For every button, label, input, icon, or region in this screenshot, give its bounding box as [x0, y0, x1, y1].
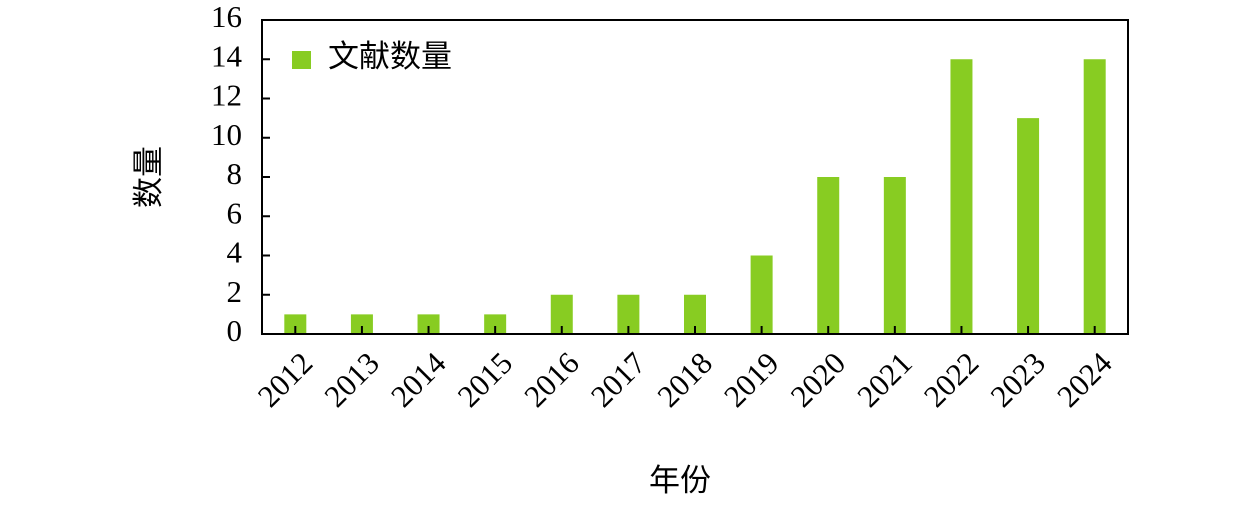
x-tick-label: 2021 — [850, 345, 919, 414]
legend-swatch — [292, 51, 311, 69]
bar — [484, 314, 507, 334]
x-tick-label: 2015 — [451, 345, 520, 414]
x-tick-label: 2023 — [983, 345, 1052, 414]
x-tick-label: 2020 — [784, 345, 853, 414]
y-tick-label: 14 — [211, 38, 243, 73]
bar — [417, 314, 440, 334]
x-tick-label: 2019 — [717, 345, 786, 414]
x-tick-label: 2012 — [251, 345, 320, 414]
y-tick-label: 10 — [211, 117, 242, 152]
bar — [550, 294, 573, 334]
bar — [684, 294, 706, 334]
x-tick-label: 2013 — [317, 345, 386, 414]
y-tick-label: 6 — [227, 195, 243, 230]
bar — [350, 314, 373, 334]
plot-frame — [261, 19, 1129, 335]
x-tick-label: 2024 — [1050, 345, 1119, 414]
x-tick-label: 2022 — [917, 345, 986, 414]
x-axis-label: 年份 — [649, 463, 711, 498]
x-tick-label: 2014 — [384, 345, 453, 414]
bar — [617, 294, 640, 334]
y-tick-label: 0 — [227, 313, 243, 348]
y-axis-label: 数量 — [131, 146, 166, 208]
bar — [817, 177, 840, 334]
bar — [284, 314, 307, 334]
y-tick-label: 16 — [211, 0, 242, 34]
bar — [883, 177, 906, 334]
bar — [1083, 59, 1106, 334]
y-tick-label: 4 — [227, 235, 243, 270]
x-tick-label: 2018 — [650, 345, 719, 414]
y-tick-label: 2 — [227, 274, 243, 309]
bar — [750, 255, 773, 334]
bar — [1017, 118, 1040, 334]
y-tick-label: 8 — [227, 156, 243, 191]
x-tick-label: 2017 — [584, 345, 653, 414]
x-tick-label: 2016 — [517, 345, 586, 414]
bar — [950, 59, 973, 334]
y-tick-label: 12 — [211, 78, 242, 113]
legend-label: 文献数量 — [328, 39, 452, 74]
